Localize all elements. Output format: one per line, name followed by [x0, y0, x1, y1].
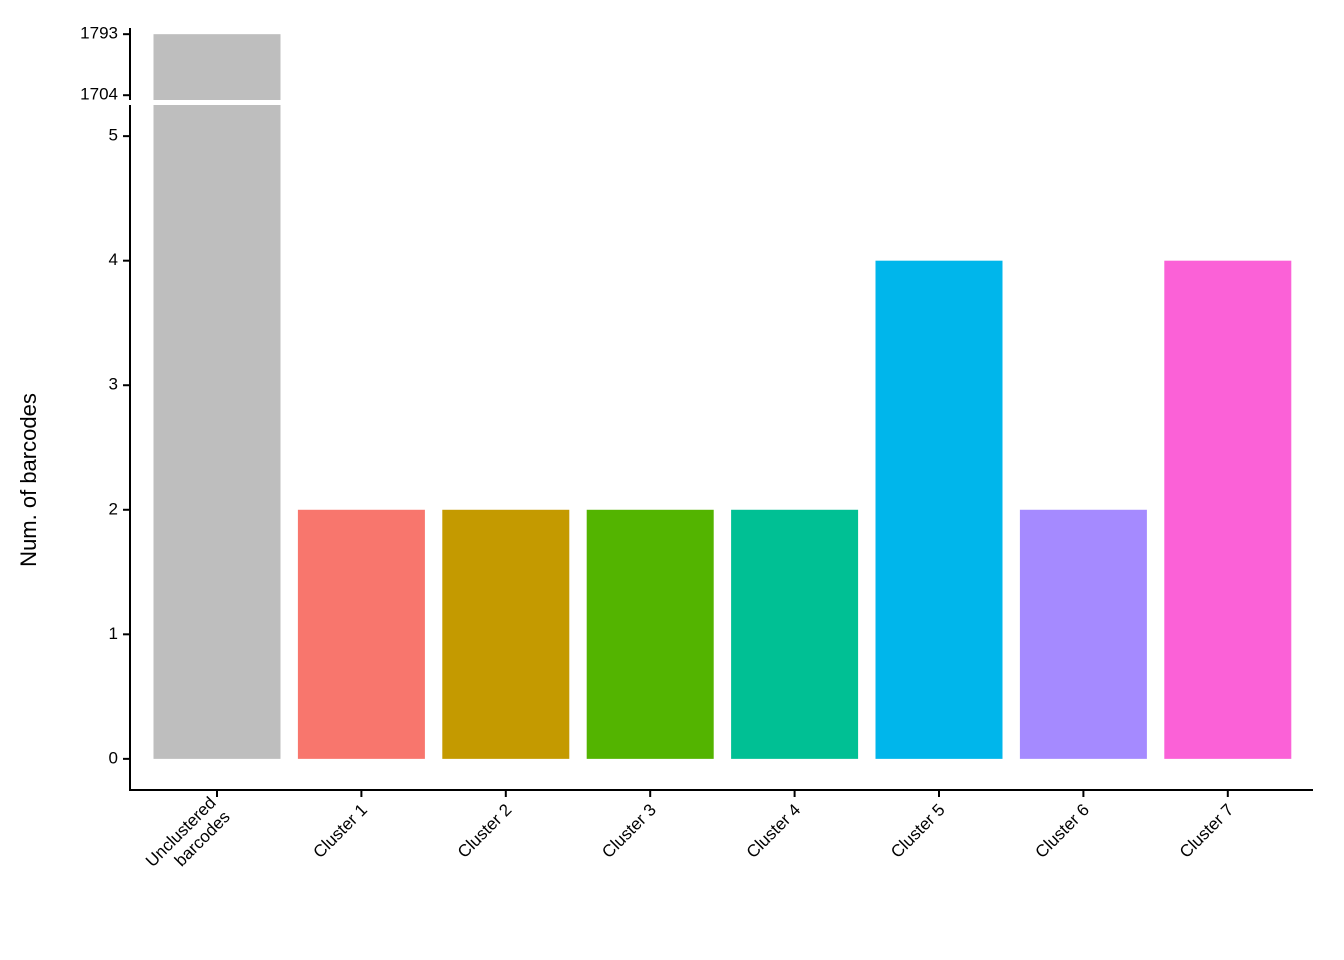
bar [153, 105, 281, 759]
y-tick-label: 1704 [80, 85, 118, 104]
bar [731, 509, 859, 759]
x-tick-label: Cluster 1 [310, 801, 372, 863]
bar [442, 509, 570, 759]
y-tick-label: 3 [109, 375, 118, 394]
x-tick-label: Cluster 5 [887, 801, 949, 863]
bar [875, 260, 1003, 759]
x-tick-label: Unclusteredbarcodes [142, 793, 234, 885]
x-tick-label: Cluster 4 [743, 801, 805, 863]
y-tick-label: 0 [109, 748, 118, 767]
x-tick-label: Cluster 6 [1032, 801, 1094, 863]
x-tick-label: Cluster 2 [454, 801, 516, 863]
bar-upper [153, 34, 281, 100]
x-tick-label: Cluster 7 [1176, 801, 1238, 863]
bar [1019, 509, 1147, 759]
y-tick-label: 5 [109, 126, 118, 145]
bar [586, 509, 714, 759]
bar [1164, 260, 1292, 759]
y-tick-label: 4 [109, 250, 118, 269]
y-tick-label: 1 [109, 624, 118, 643]
x-tick-label: Cluster 3 [599, 801, 661, 863]
y-tick-label: 1793 [80, 24, 118, 43]
y-axis-label: Num. of barcodes [16, 393, 41, 567]
y-tick-label: 2 [109, 499, 118, 518]
bar [297, 509, 425, 759]
